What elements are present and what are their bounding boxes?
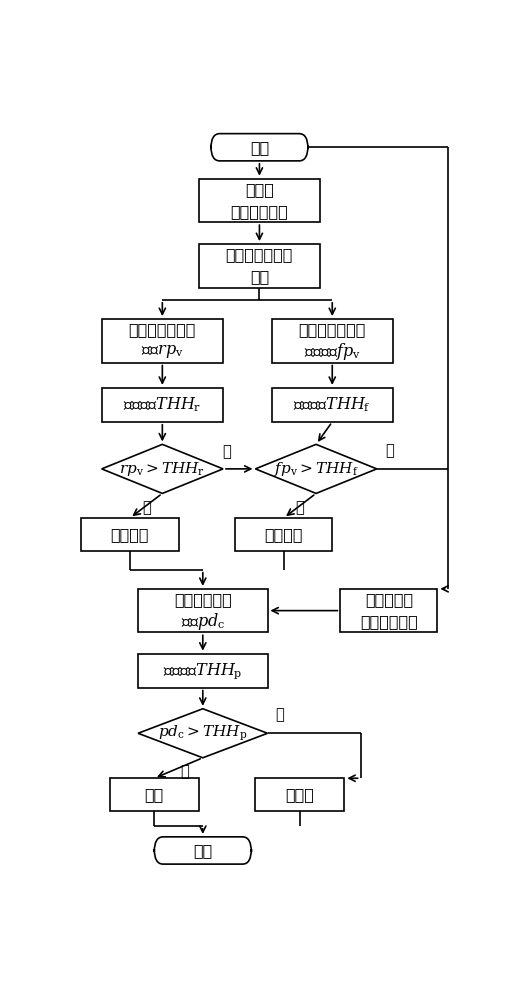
Text: 指标$pd_{\mathrm{c}}$: 指标$pd_{\mathrm{c}}$ [181,611,225,632]
Text: 开始: 开始 [250,140,269,155]
Bar [81,518,179,551]
FancyBboxPatch shape [211,134,308,161]
Text: 无气穴: 无气穴 [286,787,314,802]
Bar [255,778,345,811]
Text: 设定阈值$THH_{\mathrm{f}}$: 设定阈值$THH_{\mathrm{f}}$ [293,395,371,414]
Bar [340,589,437,632]
Text: 是: 是 [180,765,189,780]
Polygon shape [255,444,377,493]
Polygon shape [138,709,267,758]
Text: 设定阈值$THH_{\mathrm{r}}$: 设定阈值$THH_{\mathrm{r}}$ [123,395,201,414]
Bar [199,179,320,222]
Text: 指标$rp_{\mathrm{v}}$: 指标$rp_{\mathrm{v}}$ [141,343,184,360]
Bar [138,589,267,632]
Text: 否: 否 [385,443,394,458]
Text: 是: 是 [142,500,150,515]
Text: $fp_{\mathrm{v}}{>}THH_{\mathrm{f}}$: $fp_{\mathrm{v}}{>}THH_{\mathrm{f}}$ [274,460,359,478]
Bar [271,319,393,363]
Text: 离心泵: 离心泵 [245,182,274,197]
Bar [102,319,223,363]
Bar [199,244,320,288]
Text: 否: 否 [223,444,231,459]
Text: 设定阈值$THH_{\mathrm{p}}$: 设定阈值$THH_{\mathrm{p}}$ [163,661,243,681]
Text: 叶轮故障: 叶轮故障 [265,527,303,542]
Text: 气穴: 气穴 [145,787,164,802]
FancyBboxPatch shape [155,837,252,864]
Text: 转频: 转频 [250,269,269,284]
Text: 结束: 结束 [193,843,212,858]
Text: $rp_{\mathrm{v}}{>}THH_{\mathrm{r}}$: $rp_{\mathrm{v}}{>}THH_{\mathrm{r}}$ [120,460,205,478]
Text: 离心泵三相: 离心泵三相 [365,592,413,607]
Text: 否: 否 [276,707,284,722]
Bar [271,388,393,422]
Bar [235,518,333,551]
Text: 电流局部极差: 电流局部极差 [174,592,232,607]
Bar [102,388,223,422]
Text: 振动信号样本: 振动信号样本 [231,204,288,219]
Text: 自搜索特征频率: 自搜索特征频率 [299,322,366,337]
Text: 自动搜索离心泵: 自动搜索离心泵 [226,247,293,262]
Text: 轴承故障: 轴承故障 [111,527,149,542]
Polygon shape [102,444,223,493]
Bar [138,654,267,688]
Text: $pd_{\mathrm{c}}{>}THH_{\mathrm{p}}$: $pd_{\mathrm{c}}{>}THH_{\mathrm{p}}$ [158,724,247,743]
Text: 电流信号样本: 电流信号样本 [360,614,418,629]
Text: 是: 是 [295,500,304,515]
Bar [110,778,199,811]
Text: 峰值指标$fp_{\mathrm{v}}$: 峰值指标$fp_{\mathrm{v}}$ [304,341,361,362]
Text: 自搜索转频峰值: 自搜索转频峰值 [128,322,196,337]
